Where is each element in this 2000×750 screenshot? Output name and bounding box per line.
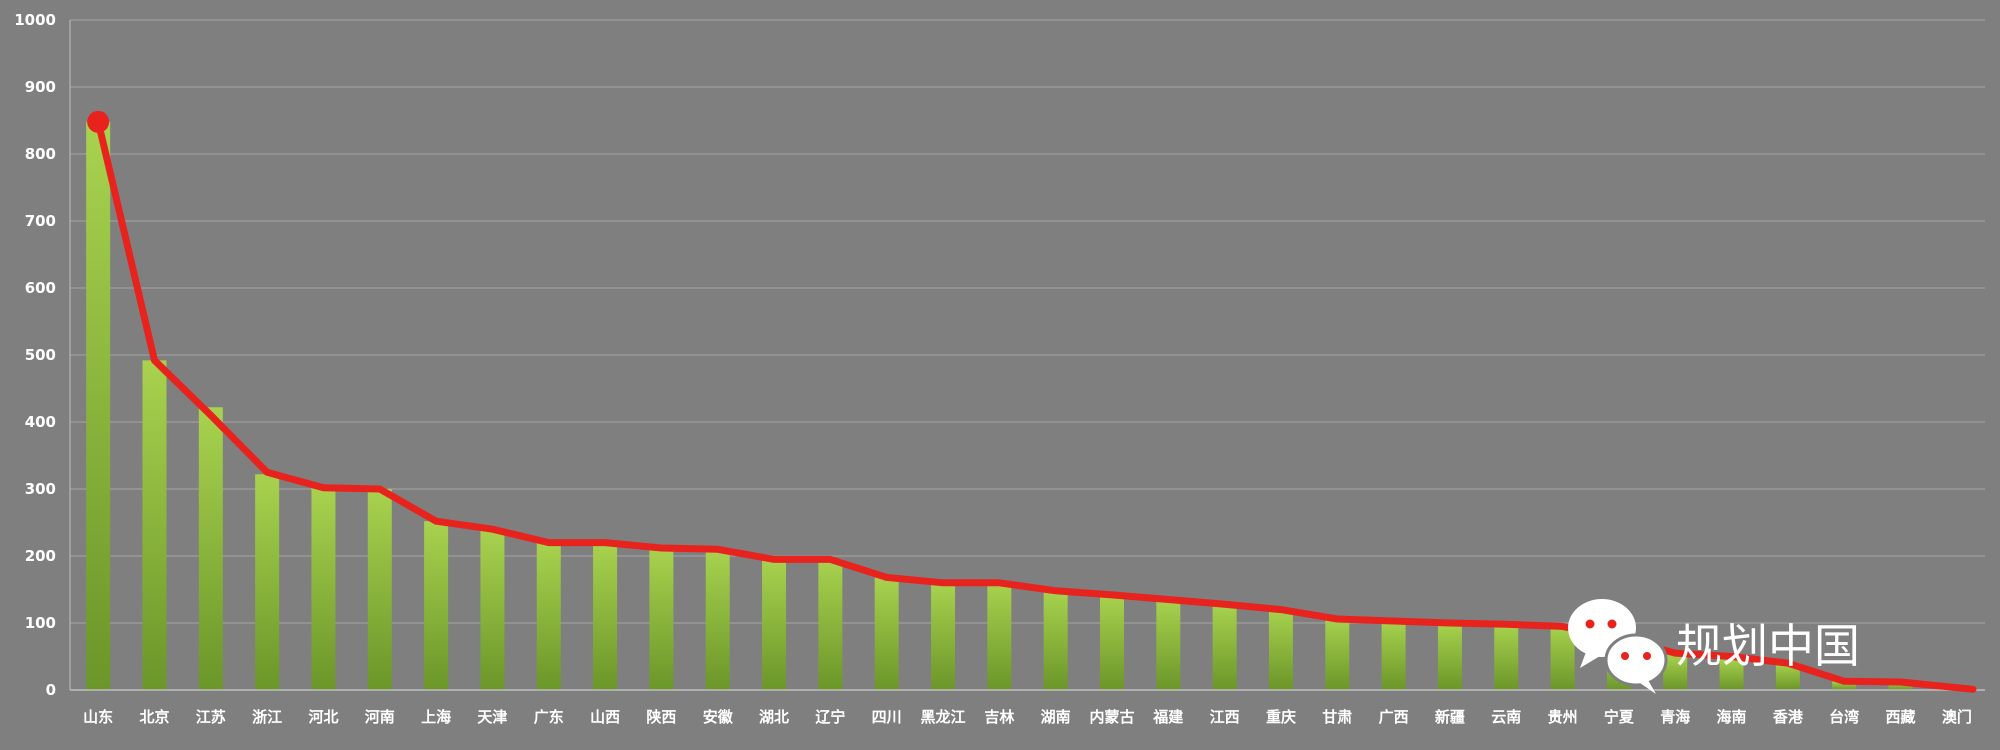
bar: [536, 542, 561, 690]
bar: [1325, 617, 1350, 690]
x-tick-label: 新疆: [1435, 708, 1465, 726]
x-tick-label: 安徽: [703, 708, 734, 726]
x-tick-label: 云南: [1491, 708, 1521, 726]
bar: [1719, 658, 1744, 690]
y-axis: 0 100 200 300 400 500 600 700 800 900 1000: [14, 11, 71, 699]
x-tick-label: 江苏: [196, 708, 226, 726]
x-tick-label: 河北: [308, 708, 338, 726]
x-tick-label: 湖南: [1041, 708, 1071, 726]
y-tick-label: 0: [46, 681, 56, 699]
x-tick-label: 海南: [1717, 708, 1747, 726]
watermark-text: 规划中国: [1676, 619, 1860, 673]
x-tick-label: 江西: [1210, 708, 1240, 726]
bar: [593, 542, 618, 690]
bar: [142, 360, 167, 690]
bar: [762, 559, 787, 690]
bar: [1156, 599, 1181, 690]
y-tick-label: 400: [25, 413, 56, 431]
x-tick-label: 内蒙古: [1089, 708, 1134, 726]
bar: [987, 582, 1012, 690]
bar: [1268, 608, 1293, 690]
x-tick-label: 湖北: [759, 708, 789, 726]
x-tick-label: 黑龙江: [921, 708, 966, 726]
bar: [86, 121, 111, 691]
bar: [1099, 594, 1124, 690]
bar: [1043, 590, 1068, 690]
y-tick-label: 500: [25, 346, 56, 364]
x-tick-label: 天津: [477, 708, 507, 726]
y-tick-label: 700: [25, 212, 56, 230]
x-tick-label: 山西: [590, 708, 620, 726]
x-tick-label: 青海: [1660, 708, 1690, 726]
x-tick-label: 广东: [534, 708, 564, 726]
y-tick-label: 100: [25, 614, 56, 632]
y-tick-label: 300: [25, 480, 56, 498]
bar: [874, 577, 899, 690]
bar: [818, 559, 843, 690]
x-tick-label: 福建: [1152, 708, 1184, 726]
x-tick-label: 澳门: [1942, 708, 1972, 726]
x-tick-label: 河南: [365, 708, 395, 726]
bar: [1381, 620, 1406, 690]
x-tick-label: 吉林: [984, 708, 1015, 726]
x-tick-label: 宁夏: [1604, 708, 1635, 726]
bar: [1494, 624, 1519, 690]
bar: [705, 549, 730, 690]
bar: [1832, 681, 1857, 690]
x-tick-label: 北京: [139, 708, 169, 726]
y-tick-label: 1000: [14, 11, 56, 29]
x-tick-label: 四川: [872, 708, 902, 726]
y-tick-label: 200: [25, 547, 56, 565]
line-marker: [87, 110, 110, 133]
wechat-icon: [1568, 599, 1668, 694]
x-tick-label: 甘肃: [1322, 708, 1352, 726]
x-tick-label: 香港: [1773, 708, 1804, 726]
x-tick-label: 辽宁: [815, 708, 845, 726]
bars: [86, 121, 1969, 691]
x-tick-label: 西藏: [1886, 708, 1916, 726]
bar: [480, 529, 505, 690]
x-tick-label: 重庆: [1266, 708, 1296, 726]
x-tick-label: 台湾: [1829, 708, 1859, 726]
y-tick-label: 800: [25, 145, 56, 163]
x-axis: 山东 北京 江苏 浙江 河北 河南 上海 天津 广东 山西 陕西 安徽 湖北 辽宁 四川 黑龙江 吉林 湖南 内蒙古…: [70, 689, 1985, 726]
y-tick-label: 600: [25, 279, 56, 297]
bar: [367, 489, 392, 690]
bar: [311, 487, 336, 690]
bar: [1888, 681, 1913, 690]
x-tick-label: 广西: [1379, 708, 1409, 726]
x-tick-label: 山东: [83, 708, 113, 726]
watermark: 规划中国: [1568, 599, 1860, 694]
bar: [931, 582, 956, 690]
bar: [1212, 604, 1237, 690]
x-tick-label: 贵州: [1548, 708, 1578, 726]
bar: [255, 474, 280, 690]
x-tick-label: 浙江: [252, 708, 282, 726]
bar: [424, 521, 449, 690]
bar: [1437, 623, 1462, 690]
y-tick-label: 900: [25, 78, 56, 96]
bar: [649, 547, 674, 690]
x-tick-label: 上海: [421, 708, 451, 726]
bar: [198, 407, 223, 690]
x-tick-label: 陕西: [646, 708, 676, 726]
